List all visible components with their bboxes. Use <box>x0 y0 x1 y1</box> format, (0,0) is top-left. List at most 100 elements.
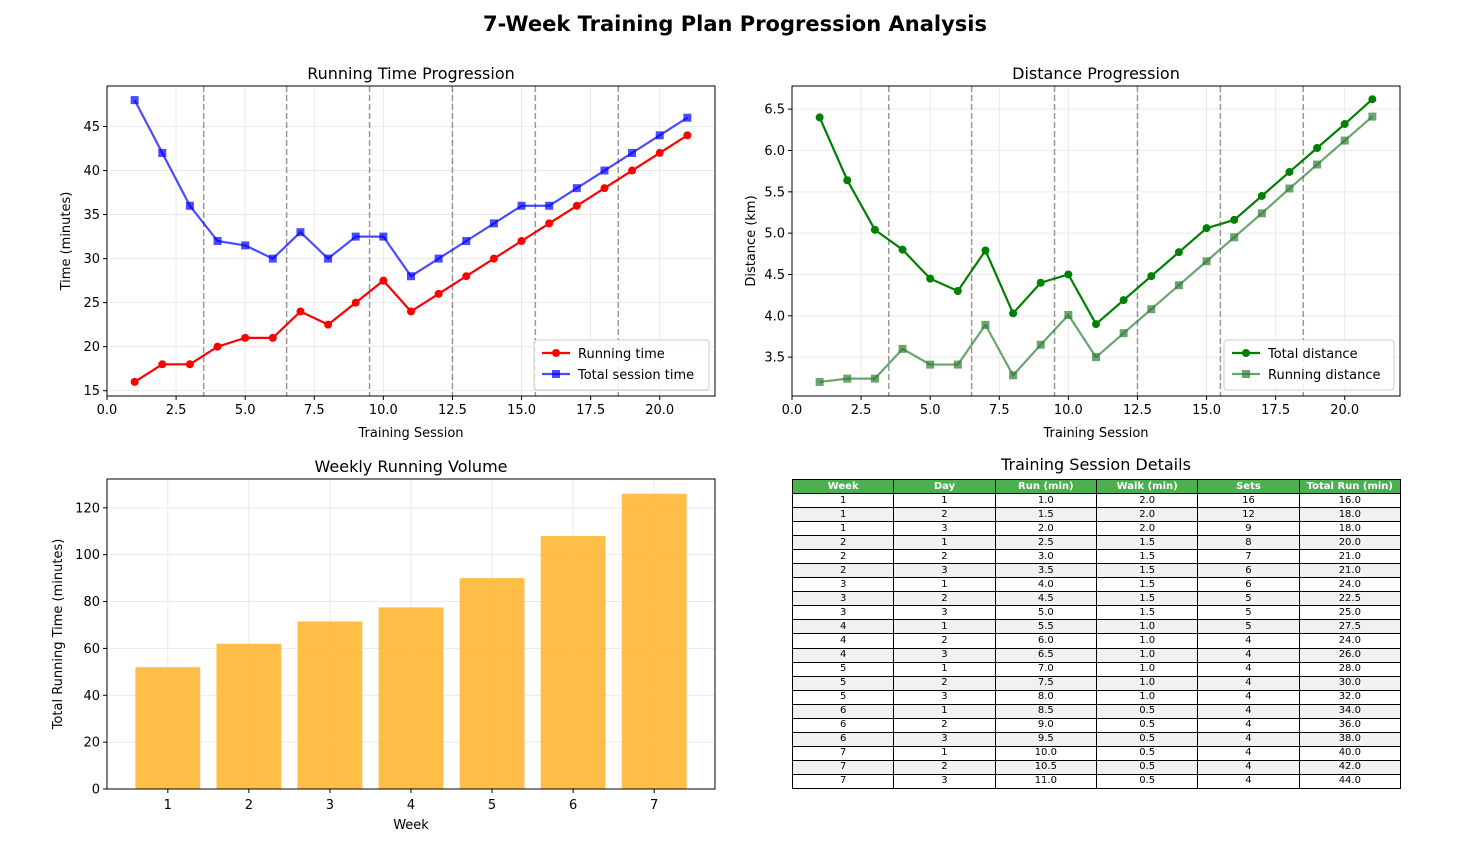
data-point <box>1120 296 1128 304</box>
data-point <box>435 290 443 298</box>
data-point <box>1368 113 1376 121</box>
y-tick-label: 6.0 <box>764 144 785 159</box>
chart-title: Weekly Running Volume <box>315 457 508 476</box>
table-cell: 24.0 <box>1299 634 1400 648</box>
legend-marker <box>1242 349 1250 357</box>
data-point <box>1341 137 1349 145</box>
table-row: 4 3 6.5 1.0 4 26.0 <box>793 648 1401 662</box>
data-point <box>545 202 553 210</box>
table-cell: 27.5 <box>1299 620 1400 634</box>
table-cell: 1 <box>894 620 995 634</box>
data-point <box>545 219 553 227</box>
data-point <box>628 149 636 157</box>
table-row: 2 3 3.5 1.5 6 21.0 <box>793 564 1401 578</box>
data-point <box>352 233 360 241</box>
table-cell: 1.5 <box>1096 578 1197 592</box>
data-point <box>573 202 581 210</box>
data-point <box>1147 272 1155 280</box>
table-cell: 2 <box>894 760 995 774</box>
x-tick-label: 17.5 <box>576 403 605 418</box>
table-cell: 5 <box>793 676 894 690</box>
data-point <box>954 287 962 295</box>
table-cell: 4 <box>1198 676 1299 690</box>
data-point <box>926 361 934 369</box>
table-cell: 16.0 <box>1299 494 1400 508</box>
data-point <box>324 321 332 329</box>
x-tick-label: 17.5 <box>1261 403 1290 418</box>
table-cell: 2 <box>894 718 995 732</box>
data-point <box>1037 279 1045 287</box>
table-cell: 1.5 <box>1096 592 1197 606</box>
data-point <box>186 360 194 368</box>
table-cell: 2 <box>793 564 894 578</box>
table-cell: 4 <box>1198 662 1299 676</box>
x-tick-label: 6 <box>569 798 577 813</box>
y-tick-label: 40 <box>83 164 100 179</box>
table-cell: 26.0 <box>1299 648 1400 662</box>
x-tick-label: 7 <box>650 798 658 813</box>
table-row: 6 1 8.5 0.5 4 34.0 <box>793 704 1401 718</box>
x-tick-label: 5.0 <box>235 403 256 418</box>
table-cell: 9.0 <box>995 718 1096 732</box>
table-cell: 6 <box>793 704 894 718</box>
bar <box>622 494 687 789</box>
data-point <box>981 321 989 329</box>
y-tick-label: 20 <box>83 736 100 751</box>
data-point <box>1230 216 1238 224</box>
table-row: 5 1 7.0 1.0 4 28.0 <box>793 662 1401 676</box>
table-cell: 6 <box>793 732 894 746</box>
data-point <box>158 360 166 368</box>
data-point <box>1203 224 1211 232</box>
table-cell: 2 <box>793 550 894 564</box>
x-tick-label: 20.0 <box>645 403 674 418</box>
data-point <box>379 233 387 241</box>
data-point <box>899 345 907 353</box>
table-cell: 1.0 <box>1096 620 1197 634</box>
table-row: 4 1 5.5 1.0 5 27.5 <box>793 620 1401 634</box>
table-cell: 3.0 <box>995 550 1096 564</box>
data-point <box>1368 95 1376 103</box>
y-tick-label: 5.0 <box>764 227 785 242</box>
table-cell: 42.0 <box>1299 760 1400 774</box>
y-tick-label: 6.5 <box>764 103 785 118</box>
table-cell: 2.5 <box>995 536 1096 550</box>
legend-label: Total session time <box>577 368 694 383</box>
y-tick-label: 0 <box>92 783 100 798</box>
y-axis-label: Distance (km) <box>744 195 759 286</box>
table-cell: 8.5 <box>995 704 1096 718</box>
table-cell: 5.0 <box>995 606 1096 620</box>
table-cell: 21.0 <box>1299 564 1400 578</box>
table-cell: 7 <box>793 760 894 774</box>
table-cell: 38.0 <box>1299 732 1400 746</box>
column-header: Walk (min) <box>1096 480 1197 494</box>
table-row: 1 1 1.0 2.0 16 16.0 <box>793 494 1401 508</box>
y-axis-label: Time (minutes) <box>59 192 74 292</box>
y-tick-label: 40 <box>83 689 100 704</box>
table-cell: 28.0 <box>1299 662 1400 676</box>
table-cell: 4 <box>1198 774 1299 788</box>
table-body: 1 1 1.0 2.0 16 16.0 1 2 1.5 2.0 12 18.0 1 3 2.0 2.0 9 18.… <box>793 494 1401 789</box>
data-point <box>871 226 879 234</box>
data-point <box>1313 161 1321 169</box>
data-point <box>573 184 581 192</box>
column-header: Day <box>894 480 995 494</box>
data-point <box>1120 329 1128 337</box>
table-cell: 1.0 <box>995 494 1096 508</box>
table-cell: 7.0 <box>995 662 1096 676</box>
table-cell: 10.0 <box>995 746 1096 760</box>
x-tick-label: 2.5 <box>166 403 187 418</box>
data-point <box>1341 120 1349 128</box>
table-cell: 20.0 <box>1299 536 1400 550</box>
table-row: 1 2 1.5 2.0 12 18.0 <box>793 508 1401 522</box>
table-cell: 1 <box>894 536 995 550</box>
table-cell: 3 <box>894 564 995 578</box>
y-tick-label: 3.5 <box>764 351 785 366</box>
bar <box>135 667 200 789</box>
x-axis-label: Week <box>393 818 429 833</box>
data-point <box>462 272 470 280</box>
x-tick-label: 10.0 <box>369 403 398 418</box>
table-cell: 21.0 <box>1299 550 1400 564</box>
data-point <box>518 202 526 210</box>
table-cell: 1.0 <box>1096 676 1197 690</box>
table-cell: 2 <box>793 536 894 550</box>
